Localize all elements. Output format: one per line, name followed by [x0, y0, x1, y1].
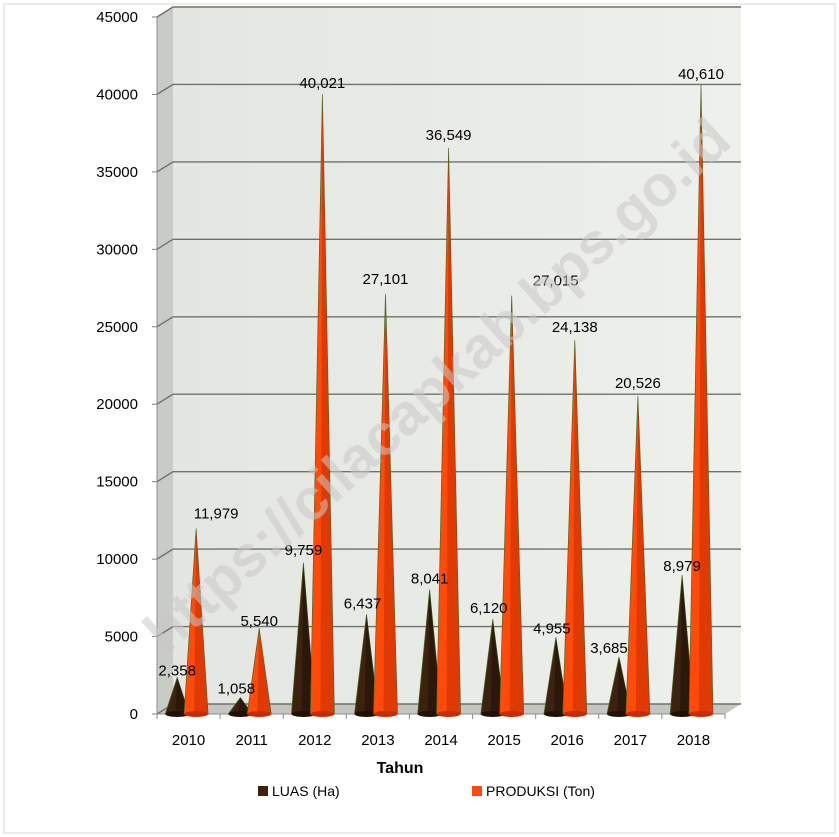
data-label-produksi: 5,540: [240, 613, 278, 630]
data-label-luas: 2,358: [158, 662, 196, 679]
cone-base: [247, 711, 272, 717]
cone-base: [354, 711, 379, 717]
data-label-luas: 8,041: [411, 570, 449, 587]
cone-base: [543, 711, 568, 717]
y-tick-label: 5000: [105, 629, 138, 646]
cone-base: [689, 711, 714, 717]
y-tick-label: 35000: [96, 164, 138, 181]
data-label-produksi: 11,979: [194, 505, 239, 522]
x-tick-label: 2015: [487, 732, 520, 749]
cone-base: [165, 711, 190, 717]
gridline: [156, 471, 741, 483]
cone-shade: [383, 294, 398, 714]
data-label-produksi: 27,101: [363, 271, 409, 288]
cone-produksi: [625, 396, 651, 717]
cone-base: [606, 711, 631, 717]
x-tick-label: 2018: [677, 732, 710, 749]
data-label-luas: 6,120: [470, 600, 508, 617]
data-labels: 2,358 11,979 1,058 5,540 9,759 40,021 6,437 27,…: [158, 66, 724, 698]
data-label-produksi: 24,138: [552, 319, 598, 336]
y-tick-label: 20000: [96, 396, 138, 413]
data-label-luas: 1,058: [218, 681, 256, 698]
cone-produksi: [310, 94, 335, 717]
cone-base: [625, 711, 650, 717]
legend-label: LUAS (Ha): [272, 783, 340, 799]
data-label-produksi: 40,021: [299, 75, 345, 92]
data-label-luas: 6,437: [344, 595, 382, 612]
cone-base: [562, 711, 587, 717]
cone-shade: [509, 295, 524, 714]
x-tick-label: 2011: [236, 732, 268, 749]
cone-base: [417, 711, 442, 717]
cone-produksi: [373, 294, 398, 717]
cone-base: [291, 711, 316, 717]
cone-produksi: [499, 295, 525, 717]
cone-shade: [635, 396, 650, 714]
x-tick-label: 2016: [551, 732, 584, 749]
plot-side-wall: [157, 7, 173, 714]
cone-shade: [257, 628, 272, 714]
cone-produksi: [562, 340, 588, 717]
y-tick-label: 25000: [96, 319, 138, 336]
cone-base: [373, 711, 398, 717]
legend-swatch: [472, 786, 482, 796]
gridline: [156, 393, 741, 405]
cone-produksi: [688, 84, 714, 717]
y-tick-label: 10000: [96, 551, 138, 568]
y-tick-label: 0: [130, 706, 138, 723]
gridline: [156, 625, 741, 638]
cone-base: [480, 711, 505, 717]
gridline: [156, 6, 741, 18]
cone-base: [310, 711, 335, 717]
y-tick-label: 30000: [96, 241, 138, 258]
data-label-produksi: 27,015: [533, 273, 579, 290]
y-tick-label: 40000: [96, 86, 138, 103]
cone-shade: [194, 528, 209, 714]
x-axis-title: Tahun: [377, 760, 424, 777]
gridline: [156, 161, 741, 173]
data-label-luas: 8,979: [663, 558, 701, 575]
cone-shade: [320, 94, 335, 715]
cone-base: [228, 711, 253, 717]
y-tick-label: 15000: [96, 474, 138, 491]
gridline: [156, 316, 741, 328]
cone-base: [184, 711, 209, 717]
gridline: [156, 238, 741, 250]
x-tick-label: 2014: [424, 732, 457, 749]
legend-label: PRODUKSI (Ton): [486, 783, 595, 799]
y-tick-label: 45000: [96, 9, 138, 26]
x-tick-label: 2017: [614, 732, 647, 749]
data-label-luas: 3,685: [590, 640, 628, 657]
y-axis: 0 5000 10000 15000 20000 25000 30000 35000 40000…: [96, 9, 158, 723]
legend: LUAS (Ha) PRODUKSI (Ton): [258, 783, 595, 799]
cone-base: [436, 711, 461, 717]
data-label-produksi: 40,610: [678, 66, 724, 83]
cone-shade: [446, 147, 461, 714]
legend-swatch: [258, 786, 268, 796]
x-tick-label: 2013: [361, 732, 394, 749]
x-tick-label: 2010: [172, 732, 205, 749]
x-tick-label: 2012: [298, 732, 331, 749]
data-label-produksi: 36,549: [426, 127, 472, 144]
cone-produksi: [436, 147, 461, 717]
data-label-luas: 4,955: [533, 620, 571, 637]
cone-base: [499, 711, 524, 717]
gridline: [156, 83, 741, 95]
cone-series: [164, 84, 714, 717]
cone-produksi: [183, 528, 209, 717]
cone-shade: [572, 340, 587, 714]
cone-shade: [699, 85, 713, 714]
cone-produksi: [246, 628, 272, 717]
data-label-luas: 9,759: [285, 542, 323, 559]
cone-base: [670, 711, 695, 717]
data-label-produksi: 20,526: [615, 375, 661, 392]
gridline: [156, 548, 741, 560]
